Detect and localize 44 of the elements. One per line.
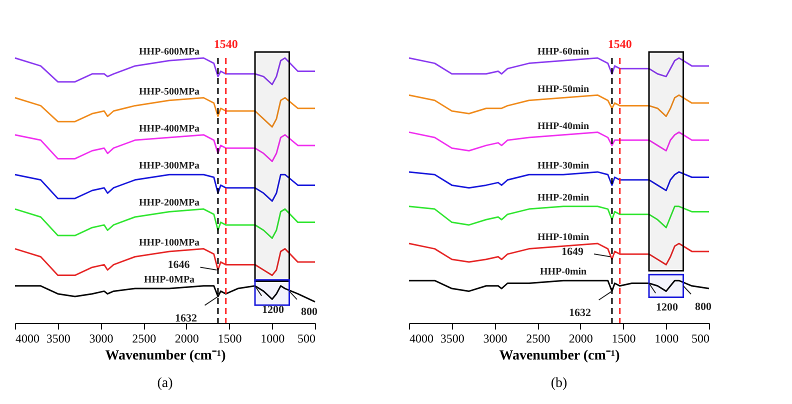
text: (a) bbox=[157, 376, 174, 391]
annotation: 800 bbox=[695, 300, 712, 313]
series-label: HHP-200MPa bbox=[139, 198, 200, 209]
series-label: HHP-60min bbox=[537, 46, 590, 58]
x-tick-label: 2500 bbox=[526, 332, 550, 346]
annotation: 800 bbox=[301, 306, 318, 318]
series-label: HHP-50min bbox=[537, 84, 590, 95]
x-tick-label: 4000 bbox=[16, 332, 40, 346]
series-label: HHP-500MPa bbox=[139, 86, 200, 98]
x-tick-label: 4000 bbox=[410, 332, 434, 346]
x-tick-label: 2000 bbox=[568, 332, 593, 346]
x-axis-title: Wavenumber (cm⁻¹) bbox=[499, 348, 620, 364]
series-label: HHP-30min bbox=[537, 160, 590, 172]
annotation: 1200 bbox=[262, 304, 284, 316]
ref-line-label: 1540 bbox=[608, 37, 632, 51]
x-tick-label: 1000 bbox=[654, 332, 679, 346]
series-label: HHP-10min bbox=[537, 232, 590, 244]
ref-line-label: 1540 bbox=[214, 37, 238, 51]
x-tick-label: 3000 bbox=[483, 332, 508, 346]
x-tick-label: 2000 bbox=[174, 332, 199, 346]
x-axis-title: Wavenumber (cm⁻¹) bbox=[105, 348, 226, 364]
series-label: HHP-300MPa bbox=[139, 160, 200, 172]
annotation: 1646 bbox=[168, 259, 190, 271]
series-label: HHP-100MPa bbox=[139, 237, 200, 248]
series-label: HHP-400MPa bbox=[139, 124, 200, 134]
x-tick-label: 1500 bbox=[612, 332, 636, 346]
x-tick-label: 1000 bbox=[260, 332, 285, 346]
annotation: 1632 bbox=[174, 312, 198, 324]
annotation: 1632 bbox=[568, 307, 592, 320]
x-tick-label: 500 bbox=[298, 332, 316, 346]
x-tick-label: 3000 bbox=[89, 332, 114, 346]
text: (b) bbox=[550, 376, 568, 391]
x-tick-label: 1500 bbox=[218, 332, 242, 346]
annotation: 1649 bbox=[562, 246, 584, 258]
series-label: HHP-0min bbox=[540, 266, 588, 278]
series-label: HHP-40min bbox=[537, 120, 590, 132]
series-label: HHP-20min bbox=[537, 192, 590, 204]
series-label: HHP-0MPa bbox=[144, 274, 195, 286]
series-label: HHP-600MPa bbox=[139, 46, 200, 58]
x-tick-label: 500 bbox=[692, 332, 710, 346]
x-tick-label: 2500 bbox=[132, 332, 156, 346]
annotation: 1200 bbox=[656, 301, 678, 314]
x-tick-label: 3500 bbox=[440, 332, 464, 346]
x-tick-label: 3500 bbox=[46, 332, 70, 346]
